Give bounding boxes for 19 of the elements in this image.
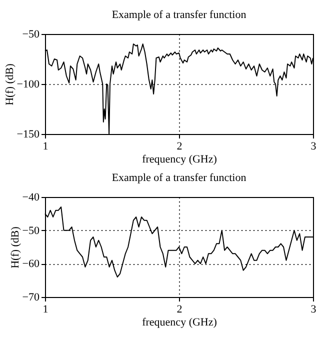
y-tick-label: −70 bbox=[22, 292, 40, 304]
x-tick-label: 2 bbox=[176, 304, 182, 316]
y-axis-title: H(f) (dB) bbox=[4, 63, 16, 106]
chart-title: Example of a transfer function bbox=[112, 9, 247, 21]
x-tick-label: 2 bbox=[176, 140, 182, 152]
y-tick-label: −50 bbox=[22, 28, 40, 40]
x-tick-label: 1 bbox=[42, 140, 48, 152]
y-tick-label: −40 bbox=[22, 192, 40, 204]
x-tick-label: 3 bbox=[310, 304, 317, 316]
y-tick-label: −60 bbox=[22, 258, 40, 270]
y-tick-label: −150 bbox=[16, 128, 40, 140]
y-axis-title: H(f) (dB) bbox=[9, 226, 22, 268]
y-tick-label: −100 bbox=[16, 78, 40, 90]
x-tick-label: 1 bbox=[42, 304, 48, 316]
x-axis-title: frequency (GHz) bbox=[142, 154, 218, 166]
x-tick-label: 3 bbox=[310, 140, 317, 152]
chart-title: Example of a transfer function bbox=[112, 172, 247, 184]
y-tick-label: −50 bbox=[22, 224, 40, 237]
x-axis-title: frequency (GHz) bbox=[142, 316, 218, 328]
